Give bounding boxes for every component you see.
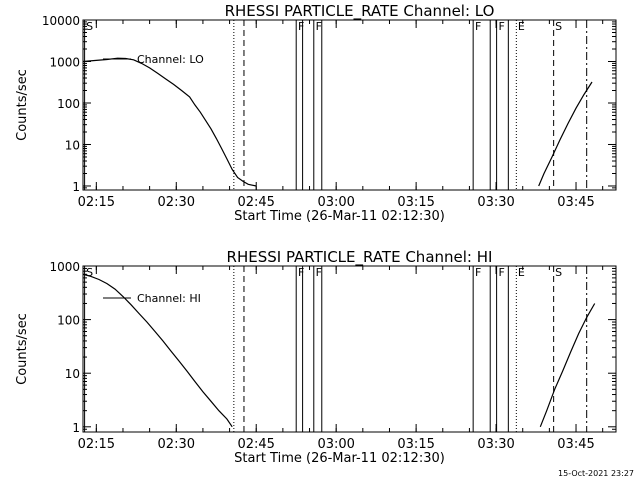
event-marker-label: S	[555, 266, 562, 279]
event-marker-label: S	[86, 266, 93, 279]
x-axis-label: Start Time (26-Mar-11 02:12:30)	[234, 451, 445, 466]
y-tick-label: 10	[65, 138, 80, 152]
x-tick-label: 02:30	[158, 437, 195, 452]
x-tick-label: 02:15	[78, 195, 115, 210]
chart-title: RHESSI PARTICLE_RATE Channel: HI	[227, 248, 493, 267]
x-axis-label: Start Time (26-Mar-11 02:12:30)	[234, 209, 445, 224]
legend-label: Channel: HI	[137, 292, 201, 305]
event-marker-label: E	[518, 20, 525, 33]
event-marker-label: F	[316, 266, 322, 279]
y-tick-label: 1	[72, 421, 80, 435]
x-tick-label: 03:45	[557, 195, 594, 210]
x-tick-label: 03:45	[557, 437, 594, 452]
series-line	[82, 57, 257, 187]
event-marker-label: F	[316, 20, 322, 33]
x-tick-label: 03:15	[397, 195, 434, 210]
event-marker-label: S	[555, 20, 562, 33]
y-tick-label: 10000	[42, 14, 80, 28]
event-marker-label: S	[86, 20, 93, 33]
y-tick-label: 100	[57, 97, 80, 111]
plot-frame	[82, 265, 617, 433]
footer-timestamp: 15-Oct-2021 23:27	[558, 469, 634, 478]
x-tick-label: 03:00	[317, 195, 354, 210]
event-marker-label: F	[475, 20, 481, 33]
y-axis-label: Counts/sec	[15, 69, 30, 141]
series-line	[539, 303, 596, 428]
series-line	[538, 81, 593, 187]
x-tick-label: 02:45	[237, 437, 274, 452]
event-marker-label: F	[498, 20, 504, 33]
series-line	[82, 273, 233, 428]
y-tick-label: 10	[65, 367, 80, 381]
x-tick-label: 03:15	[397, 437, 434, 452]
y-tick-label: 1	[72, 180, 80, 194]
event-marker-label: E	[518, 266, 525, 279]
plot-frame	[82, 19, 617, 191]
event-marker-label: F	[298, 266, 304, 279]
y-tick-label: 1000	[49, 260, 80, 274]
x-tick-label: 03:30	[477, 195, 514, 210]
x-tick-label: 03:00	[317, 437, 354, 452]
event-marker-label: F	[498, 266, 504, 279]
y-tick-label: 100	[57, 314, 80, 328]
chart-panel-lo: RHESSI PARTICLE_RATE Channel: LO 1 10 100 10…	[15, 2, 617, 224]
x-tick-label: 02:45	[237, 195, 274, 210]
chart-title: RHESSI PARTICLE_RATE Channel: LO	[225, 2, 495, 21]
event-marker-label: F	[475, 266, 481, 279]
chart-panel-hi: RHESSI PARTICLE_RATE Channel: HI 1 10 100 10…	[15, 248, 617, 466]
y-tick-label: 1000	[49, 55, 80, 69]
x-tick-label: 02:15	[78, 437, 115, 452]
legend-label: Channel: LO	[137, 53, 204, 66]
y-axis-label: Counts/sec	[15, 313, 30, 385]
x-tick-label: 02:30	[158, 195, 195, 210]
x-tick-label: 03:30	[477, 437, 514, 452]
event-marker-label: F	[298, 20, 304, 33]
